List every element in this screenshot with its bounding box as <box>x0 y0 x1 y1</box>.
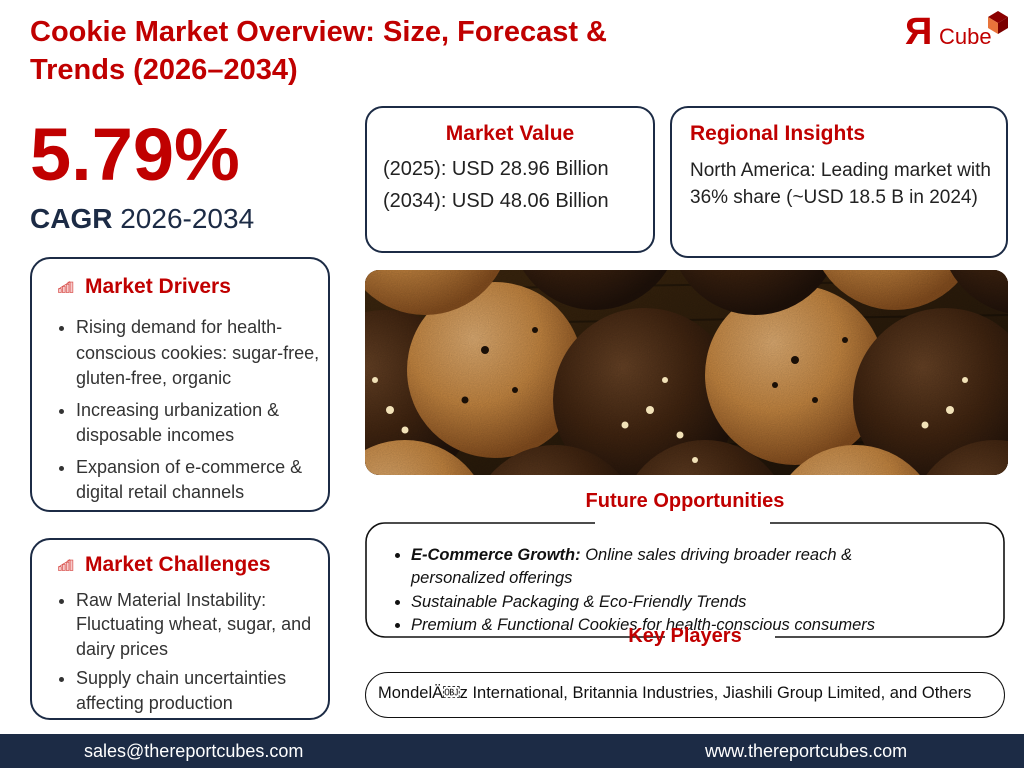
svg-text:Я: Я <box>905 11 932 53</box>
svg-text:Cube: Cube <box>939 24 992 49</box>
